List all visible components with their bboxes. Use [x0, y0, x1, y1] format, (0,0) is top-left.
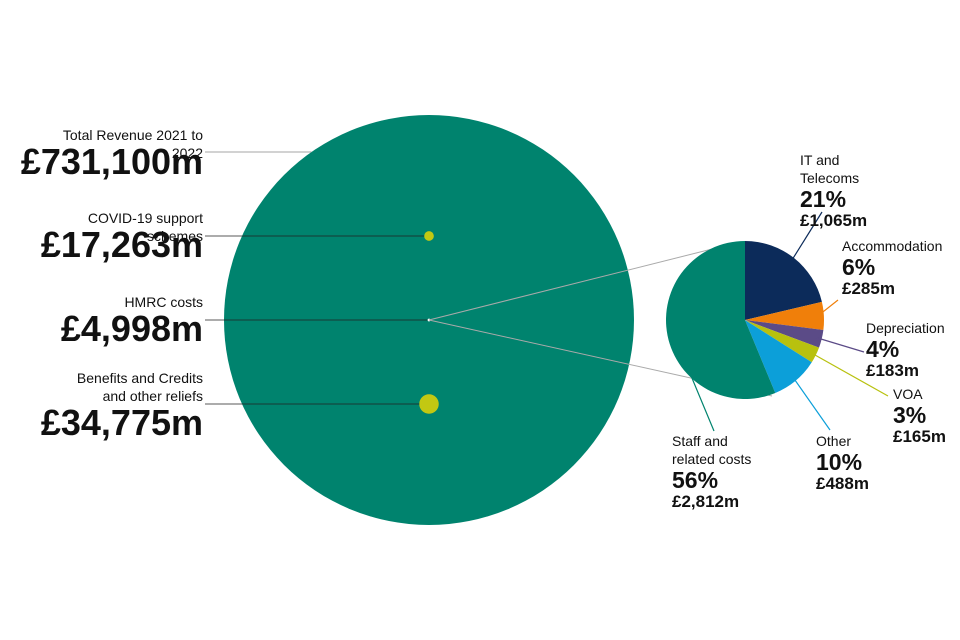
bubble: [424, 231, 434, 241]
slice-percent: 6%: [842, 254, 876, 280]
slice-label: Depreciation 4% £183m: [866, 319, 960, 381]
pie-slice: [745, 241, 822, 320]
pie-slice: [745, 320, 824, 348]
slice-percent: 4%: [866, 336, 900, 362]
slice-amount: £1,065m: [800, 211, 868, 230]
slice-label: IT and Telecoms 21% £1,065m: [800, 151, 895, 231]
bubble-name: Benefits and Credits and other reliefs: [76, 370, 203, 404]
slice-amount: £488m: [816, 474, 869, 493]
leader-line: [817, 299, 839, 317]
leader-line: [815, 336, 865, 353]
slice-label: Accommodation 6% £285m: [842, 237, 943, 299]
leader-line: [673, 333, 715, 432]
slice-percent: 3%: [893, 402, 927, 428]
bubble-value: £17,263m: [40, 224, 203, 265]
leader-line: [809, 351, 889, 397]
pie-slice: [666, 241, 776, 399]
leader-line: [789, 211, 823, 264]
slice-name: IT and Telecoms: [800, 152, 860, 186]
leader-line: [791, 375, 831, 431]
slice-name: Depreciation: [866, 320, 945, 336]
slice-label: Other 10% £488m: [816, 432, 911, 494]
slice-amount: £285m: [842, 279, 895, 298]
slice-name: Staff and related costs: [672, 433, 752, 467]
slice-amount: £2,812m: [672, 492, 740, 511]
pie-slice: [745, 320, 820, 363]
zoom-line: [428, 241, 741, 321]
bubble: [419, 394, 439, 414]
slice-percent: 21%: [800, 186, 847, 212]
pie-slice: [745, 320, 812, 393]
bubble-value: £731,100m: [20, 141, 203, 182]
bubble-value: £4,998m: [60, 308, 203, 349]
slice-name: VOA: [893, 386, 923, 402]
bubble-value: £34,775m: [40, 402, 203, 443]
slice-percent: 10%: [816, 449, 863, 475]
slice-percent: 56%: [672, 467, 719, 493]
slice-amount: £183m: [866, 361, 919, 380]
bubble-name: Total Revenue 2021 to 2022: [62, 127, 203, 161]
slice-name: Accommodation: [842, 238, 943, 254]
bubble-name: HMRC costs: [124, 294, 203, 310]
bubble-name: COVID-19 support schemes: [87, 210, 203, 244]
slice-label: Staff and related costs 56% £2,812m: [672, 432, 767, 512]
slice-amount: £165m: [893, 427, 946, 446]
slice-label: VOA 3% £165m: [893, 385, 960, 447]
pie-slice: [745, 301, 824, 330]
slice-name: Other: [816, 433, 852, 449]
